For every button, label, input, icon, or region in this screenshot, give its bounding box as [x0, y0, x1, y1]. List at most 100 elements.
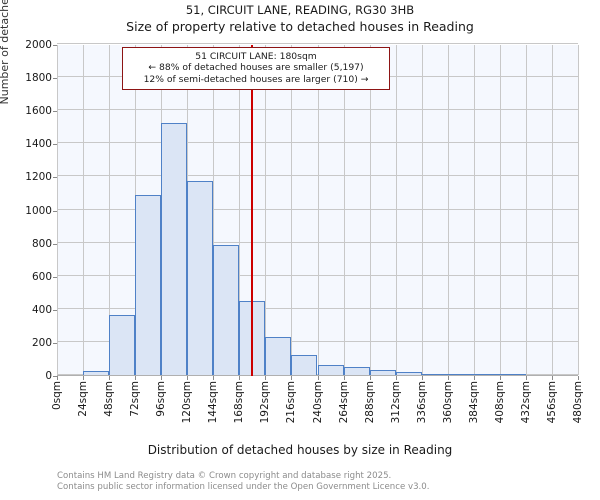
histogram-bar — [369, 370, 396, 375]
y-tick-label: 1400 — [25, 138, 52, 151]
x-tick-label: 48sqm — [103, 381, 116, 417]
y-tick-mark — [53, 45, 57, 46]
x-tick-label: 72sqm — [129, 381, 142, 417]
histogram-bar — [473, 374, 500, 375]
x-tick-mark — [213, 376, 215, 380]
bars-layer — [57, 45, 578, 375]
y-tick-mark — [53, 210, 57, 212]
property-marker-line — [251, 45, 254, 376]
histogram-bar — [291, 355, 318, 375]
x-tick-mark — [83, 376, 85, 380]
gridline-vertical — [551, 45, 553, 375]
x-tick-label: 288sqm — [363, 381, 376, 424]
x-tick-label: 144sqm — [207, 381, 220, 424]
y-tick-label: 1800 — [25, 72, 52, 85]
x-tick-mark — [395, 376, 397, 380]
y-tick-label: 800 — [31, 237, 52, 250]
y-tick-label: 1000 — [25, 204, 52, 217]
x-tick-mark — [161, 376, 163, 380]
x-tick-label: 240sqm — [311, 381, 324, 424]
x-tick-mark — [291, 376, 293, 380]
gridline-vertical — [213, 45, 215, 375]
x-tick-mark — [421, 376, 423, 380]
histogram-bar — [343, 367, 370, 375]
x-tick-mark — [525, 376, 527, 380]
gridline-vertical — [578, 45, 579, 375]
x-tick-mark — [317, 376, 319, 380]
gridline-vertical — [83, 45, 85, 375]
x-tick-mark — [57, 376, 58, 380]
x-tick-mark — [265, 376, 267, 380]
y-tick-mark — [53, 177, 57, 179]
histogram-bar — [161, 123, 188, 375]
x-tick-label: 336sqm — [415, 381, 428, 424]
x-tick-mark — [187, 376, 189, 380]
page-title: 51, CIRCUIT LANE, READING, RG30 3HB — [185, 3, 415, 17]
y-tick-mark — [53, 376, 57, 377]
x-tick-mark — [343, 376, 345, 380]
x-tick-label: 408sqm — [493, 381, 506, 424]
histogram-bar — [265, 337, 292, 375]
x-tick-label: 120sqm — [181, 381, 194, 424]
y-tick-mark — [53, 243, 57, 245]
y-tick-mark — [53, 78, 57, 80]
y-tick-label: 1200 — [25, 171, 52, 184]
annotation-box: 51 CIRCUIT LANE: 180sqm ← 88% of detache… — [122, 47, 390, 91]
footer-attribution: Contains HM Land Registry data © Crown c… — [57, 471, 577, 492]
gridline-vertical — [239, 45, 241, 375]
gridline-vertical — [291, 45, 293, 375]
histogram-bar — [447, 374, 474, 375]
x-tick-label: 192sqm — [259, 381, 272, 424]
histogram-bar — [83, 370, 110, 375]
x-tick-mark — [239, 376, 241, 380]
x-tick-mark — [447, 376, 449, 380]
y-tick-label: 200 — [31, 336, 52, 349]
gridline-vertical — [317, 45, 319, 375]
y-tick-label: 600 — [31, 270, 52, 283]
histogram-bar — [421, 374, 448, 375]
x-tick-mark — [369, 376, 371, 380]
y-tick-label: 400 — [31, 303, 52, 316]
x-tick-label: 456sqm — [545, 381, 558, 424]
x-tick-label: 432sqm — [519, 381, 532, 424]
histogram-bar — [135, 195, 162, 375]
histogram-bar — [499, 374, 526, 375]
chart-title-block: 51, CIRCUIT LANE, READING, RG30 3HB Size… — [0, 2, 600, 36]
gridline-vertical — [473, 45, 475, 375]
gridline-vertical — [499, 45, 501, 375]
histogram-bar — [317, 365, 344, 375]
plot-area — [57, 43, 579, 376]
gridline-vertical — [109, 45, 111, 375]
x-tick-label: 384sqm — [467, 381, 480, 424]
y-tick-mark — [53, 276, 57, 278]
y-tick-label: 1600 — [25, 105, 52, 118]
gridline-vertical — [421, 45, 423, 375]
gridline-vertical — [395, 45, 397, 375]
x-tick-mark — [499, 376, 501, 380]
x-tick-mark — [551, 376, 553, 380]
x-tick-label: 312sqm — [389, 381, 402, 424]
x-tick-label: 480sqm — [572, 381, 584, 424]
gridline-vertical — [447, 45, 449, 375]
histogram-bar — [187, 181, 214, 375]
x-tick-mark — [578, 376, 579, 380]
histogram-bar — [213, 245, 240, 375]
x-tick-label: 216sqm — [285, 381, 298, 424]
footer-line-1: Contains HM Land Registry data © Crown c… — [57, 471, 392, 481]
gridline-vertical — [265, 45, 267, 375]
gridline-horizontal — [57, 43, 578, 44]
x-axis-label: Distribution of detached houses by size … — [147, 443, 453, 457]
x-tick-label: 96sqm — [155, 381, 168, 417]
x-tick-label: 168sqm — [233, 381, 246, 424]
footer-line-2: Contains public sector information licen… — [57, 481, 430, 492]
histogram-bar — [395, 372, 422, 375]
y-tick-label: 2000 — [25, 39, 52, 51]
annotation-line-3: 12% of semi-detached houses are larger (… — [143, 73, 369, 85]
x-tick-label: 264sqm — [337, 381, 350, 424]
chart-subtitle: Size of property relative to detached ho… — [126, 19, 474, 34]
x-tick-mark — [473, 376, 475, 380]
annotation-line-1: 51 CIRCUIT LANE: 180sqm — [195, 51, 317, 62]
annotation-line-2: ← 88% of detached houses are smaller (5,… — [148, 62, 364, 74]
